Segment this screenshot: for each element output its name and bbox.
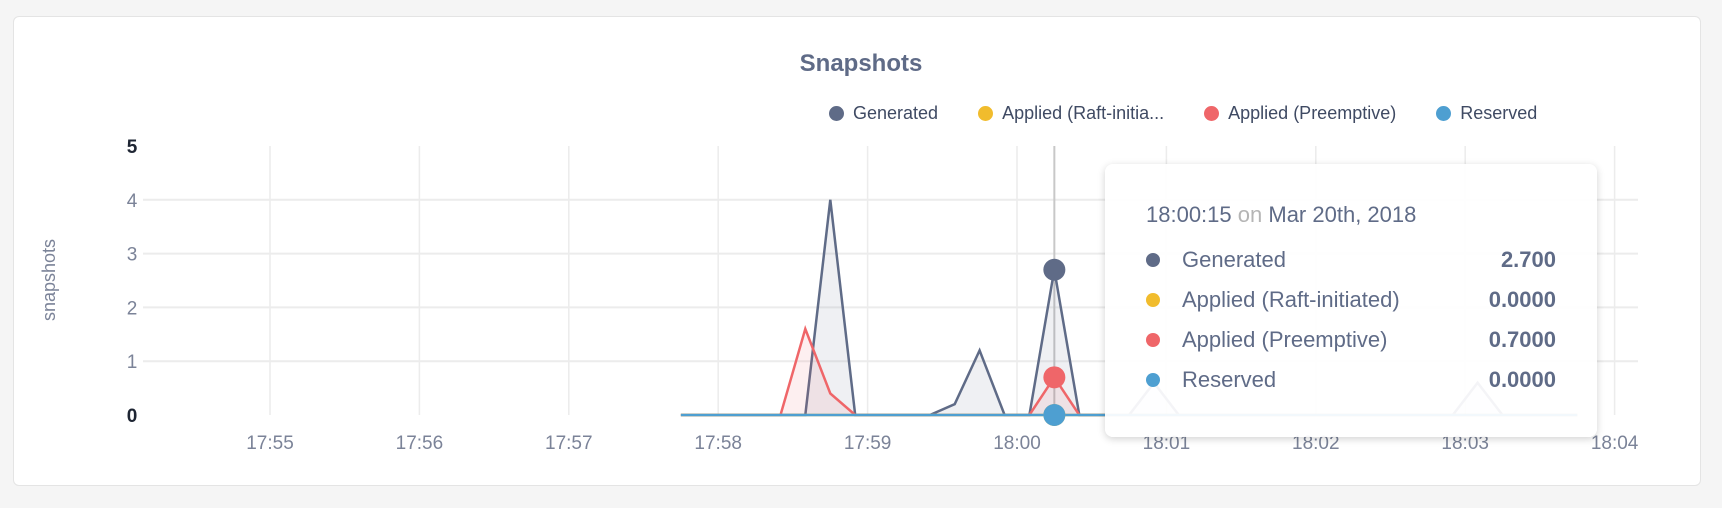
legend: Generated Applied (Raft-initia... Applie… (829, 103, 1577, 124)
tooltip-value: 2.700 (1500, 247, 1556, 272)
hover-point-3 (1043, 404, 1066, 426)
legend-label: Applied (Preemptive) (1228, 103, 1397, 123)
x-tick-label: 17:57 (545, 433, 593, 454)
x-tick-label: 18:00 (993, 433, 1041, 454)
tooltip-row: Reserved 0.0000 (1146, 367, 1556, 393)
tooltip-header: 18:00:15 on Mar 20th, 2018 (1146, 202, 1416, 228)
x-tick-label: 17:55 (246, 433, 294, 454)
tooltip-label: Applied (Preemptive) (1182, 327, 1388, 352)
x-tick-label: 17:56 (396, 433, 444, 454)
series-dot-icon (1146, 293, 1160, 307)
y-tick-label: 1 (127, 352, 138, 373)
series-dot-icon (1146, 253, 1160, 267)
tooltip-date: Mar 20th, 2018 (1268, 202, 1417, 227)
tooltip-time: 18:00:15 (1146, 202, 1232, 227)
x-tick-label: 18:01 (1143, 433, 1191, 454)
legend-item-applied-preemptive[interactable]: Applied (Preemptive) (1204, 103, 1396, 124)
tooltip-row: Applied (Raft-initiated) 0.0000 (1146, 287, 1556, 313)
x-tick-label: 18:02 (1292, 433, 1340, 454)
hover-point-2 (1043, 366, 1066, 389)
x-tick-label: 18:04 (1591, 433, 1639, 454)
legend-dot-icon (829, 106, 844, 121)
legend-item-generated[interactable]: Generated (829, 103, 938, 124)
tooltip-row: Applied (Preemptive) 0.7000 (1146, 327, 1556, 353)
series-dot-icon (1146, 333, 1160, 347)
legend-dot-icon (1204, 106, 1220, 121)
legend-dot-icon (1436, 106, 1452, 121)
tooltip-row: Generated 2.700 (1146, 247, 1556, 273)
tooltip-label: Reserved (1182, 367, 1277, 392)
tooltip-value: 0.0000 (1488, 367, 1556, 392)
series-dot-icon (1146, 373, 1160, 387)
legend-item-applied-raft[interactable]: Applied (Raft-initia... (978, 103, 1164, 124)
y-tick-label: 3 (127, 245, 138, 266)
legend-label: Applied (Raft-initia... (1002, 103, 1165, 123)
y-tick-label: 5 (127, 137, 138, 158)
tooltip: 18:00:15 on Mar 20th, 2018 Generated 2.70… (1105, 164, 1597, 437)
x-tick-label: 18:03 (1441, 433, 1489, 454)
tooltip-label: Applied (Raft-initiated) (1182, 287, 1400, 312)
tooltip-on: on (1237, 202, 1263, 227)
y-tick-label: 4 (127, 191, 138, 212)
tooltip-label: Generated (1182, 247, 1286, 272)
legend-label: Generated (853, 103, 939, 123)
y-tick-label: 2 (127, 298, 138, 319)
legend-label: Reserved (1460, 103, 1538, 123)
tooltip-value: 0.0000 (1488, 287, 1556, 312)
tooltip-value: 0.7000 (1488, 327, 1556, 352)
legend-dot-icon (978, 106, 994, 121)
legend-item-reserved[interactable]: Reserved (1436, 103, 1537, 124)
x-tick-label: 17:59 (844, 433, 892, 454)
y-tick-label: 0 (127, 406, 138, 427)
x-tick-label: 17:58 (694, 433, 742, 454)
chart-title: Snapshots (799, 50, 923, 77)
hover-point-0 (1043, 258, 1066, 281)
y-axis-label: snapshots (39, 239, 59, 321)
